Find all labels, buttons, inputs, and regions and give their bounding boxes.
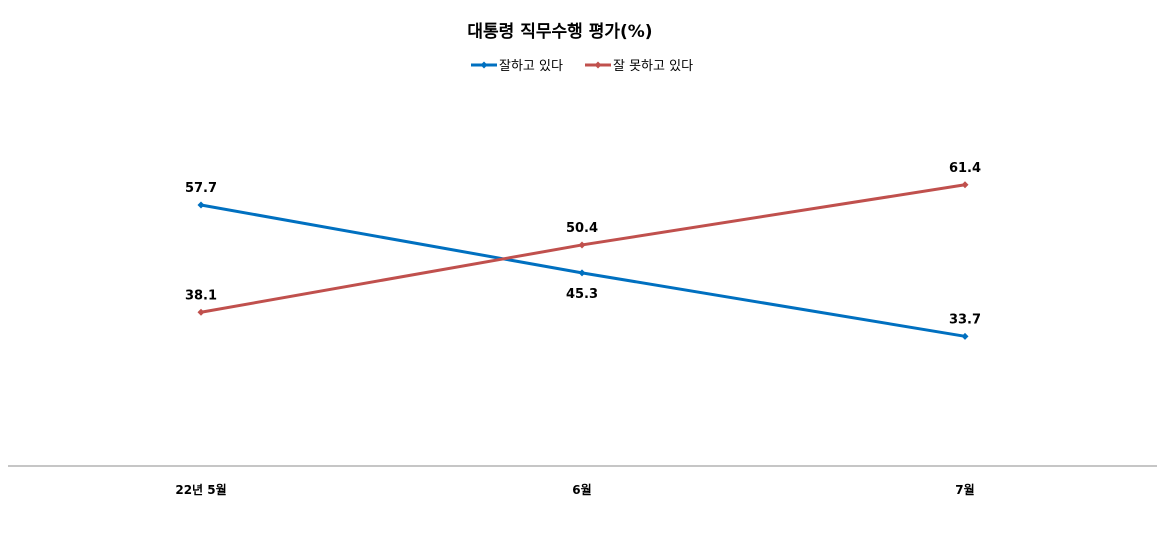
legend-entry-label: 잘 못하고 있다	[613, 59, 693, 74]
legend-marker	[594, 61, 602, 69]
data-point-marker	[197, 308, 205, 316]
data-label: 33.7	[949, 312, 981, 327]
legend-entry-label: 잘하고 있다	[499, 59, 563, 74]
x-axis-tick-labels: 22년 5월 6월 7월	[175, 482, 974, 497]
data-point-marker	[578, 241, 586, 249]
data-label: 38.1	[185, 288, 217, 303]
x-tick-label: 6월	[572, 482, 591, 497]
x-tick-label: 7월	[955, 482, 974, 497]
series-layer	[197, 181, 969, 340]
data-label: 61.4	[949, 161, 981, 176]
data-label: 45.3	[566, 287, 598, 302]
data-label: 57.7	[185, 181, 217, 196]
x-tick-label: 22년 5월	[175, 482, 226, 497]
data-point-marker	[197, 201, 205, 209]
legend: 잘하고 있다 잘 못하고 있다	[471, 59, 693, 74]
data-point-marker	[578, 269, 586, 277]
legend-marker	[480, 61, 488, 69]
data-point-marker	[961, 332, 969, 340]
chart-title: 대통령 직무수행 평가(%)	[467, 21, 652, 42]
data-point-marker	[961, 181, 969, 189]
data-labels: 57.7 45.3 33.7 38.1 50.4 61.4	[185, 161, 981, 328]
data-label: 50.4	[566, 221, 598, 236]
